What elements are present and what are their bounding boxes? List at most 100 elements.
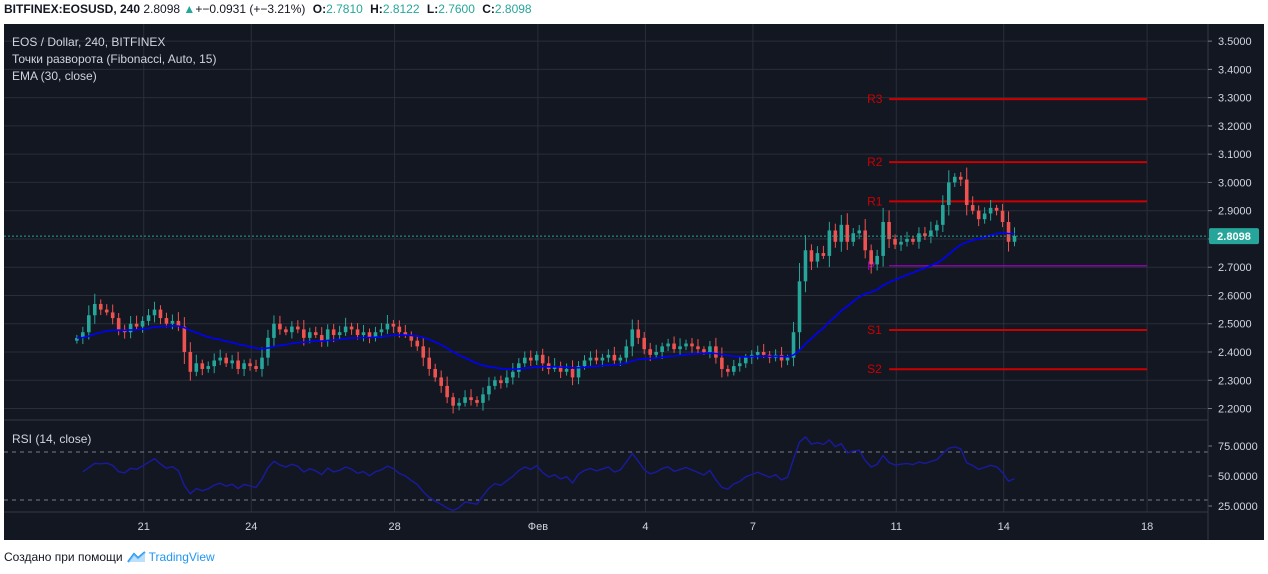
candle-body (224, 357, 228, 364)
ohlc-high: H:2.8122 (370, 2, 420, 16)
candle-body (218, 357, 222, 361)
candle-body (881, 222, 885, 256)
candle-body (439, 377, 443, 386)
candle-body (857, 230, 862, 234)
candle-body (146, 315, 151, 321)
candle-body (87, 315, 91, 333)
pivot-label-r1: R1 (867, 194, 883, 208)
candle-body (923, 233, 927, 237)
candle-body (964, 179, 969, 206)
time-tick-label: Фев (528, 521, 548, 533)
candle-body (666, 343, 670, 347)
candle-body (958, 176, 963, 180)
candle-body (194, 363, 199, 372)
candle-body (212, 360, 217, 367)
up-arrow-icon: ▲ (183, 2, 196, 16)
footer-attribution: Создано при помощи TradingView (4, 550, 215, 564)
candle-body (475, 400, 479, 403)
candle-body (403, 332, 408, 336)
candle-body (260, 357, 264, 369)
legend-title: EOS / Dollar, 240, BITFINEX (12, 35, 165, 49)
price-axis[interactable]: 3.5000 3.4000 3.3000 3.2000 3.1000 3.0000 2.90… (1208, 36, 1252, 416)
price-tick-label: 2.7000 (1218, 262, 1252, 274)
pivot-label-r3: R3 (867, 92, 883, 106)
candle-body (994, 207, 999, 211)
time-axis[interactable]: 21 24 28 Фев 4 7 11 14 18 (138, 521, 1154, 533)
candle-body (875, 255, 879, 265)
price-tick-label: 2.5000 (1218, 319, 1252, 331)
candle-body (624, 346, 629, 358)
candle-body (636, 329, 641, 338)
tradingview-logo-icon (126, 551, 146, 563)
last-price: 2.8098 (143, 2, 181, 16)
candle-body (935, 224, 939, 231)
candle-body (630, 329, 635, 347)
candle-body (110, 312, 115, 319)
candle-body (511, 371, 515, 378)
candle-body (893, 238, 897, 245)
candle-body (588, 357, 593, 361)
candle-body (600, 357, 605, 361)
candle-body (863, 230, 867, 251)
candle-body (337, 332, 342, 336)
candle-body (325, 329, 330, 341)
candle-body (493, 380, 497, 386)
candle-body (791, 332, 796, 358)
candle-body (355, 329, 360, 336)
candle-body (678, 346, 682, 350)
candle-body (409, 335, 414, 341)
candle-body (331, 329, 336, 336)
candle-body (982, 213, 987, 220)
candle-body (433, 368, 437, 378)
price-tick-label: 3.0000 (1218, 177, 1252, 189)
candle-body (732, 366, 736, 372)
candle-body (427, 357, 432, 369)
candle-body (134, 323, 139, 327)
candle-body (230, 360, 234, 364)
candle-body (469, 397, 473, 401)
candle-body (415, 340, 420, 347)
candle-body (905, 238, 909, 242)
candle-body (672, 343, 676, 350)
candle-body (797, 281, 802, 333)
candle-body (284, 329, 288, 333)
candle-body (534, 354, 539, 361)
rsi-line (82, 435, 1015, 512)
price-tick-label: 3.3000 (1218, 93, 1252, 105)
candle-body (839, 224, 844, 242)
candle-body (302, 329, 306, 338)
candle-body (702, 349, 706, 352)
candle-body (152, 309, 157, 316)
candle-body (278, 323, 282, 330)
candle-body (785, 357, 790, 361)
candle-body (522, 357, 527, 364)
candle-body (660, 346, 664, 352)
candle-body (851, 233, 856, 242)
tradingview-brand[interactable]: TradingView (148, 550, 215, 564)
candle-body (833, 230, 838, 242)
candle-body (104, 309, 109, 313)
time-tick-label: 11 (891, 521, 902, 533)
candle-body (236, 360, 240, 369)
candle-body (720, 357, 724, 369)
candle-body (319, 335, 324, 341)
candle-body (743, 357, 748, 364)
ohlc-low: L:2.7600 (426, 2, 475, 16)
candle-body (128, 323, 133, 333)
candle-body (457, 402, 461, 406)
candle-body (552, 366, 557, 369)
candle-body (576, 366, 581, 378)
candle-body (887, 222, 891, 239)
pivot-label-s1: S1 (867, 323, 882, 337)
candlestick-series[interactable] (75, 167, 1017, 414)
time-tick-label: 7 (750, 521, 756, 533)
rsi-panel[interactable]: 75.0000 50.0000 25.0000 (4, 435, 1258, 513)
candle-body (176, 320, 181, 327)
candle-body (803, 250, 808, 282)
footer-text: Создано при помощи (4, 550, 123, 564)
symbol-header: BITFINEX:EOSUSD, 240 2.8098 ▲+−0.0931 (+… (4, 2, 532, 20)
tradingview-link[interactable]: TradingView (126, 550, 215, 564)
symbol-label: BITFINEX:EOSUSD, 240 (4, 2, 141, 16)
price-tick-label: 2.2000 (1218, 404, 1252, 416)
